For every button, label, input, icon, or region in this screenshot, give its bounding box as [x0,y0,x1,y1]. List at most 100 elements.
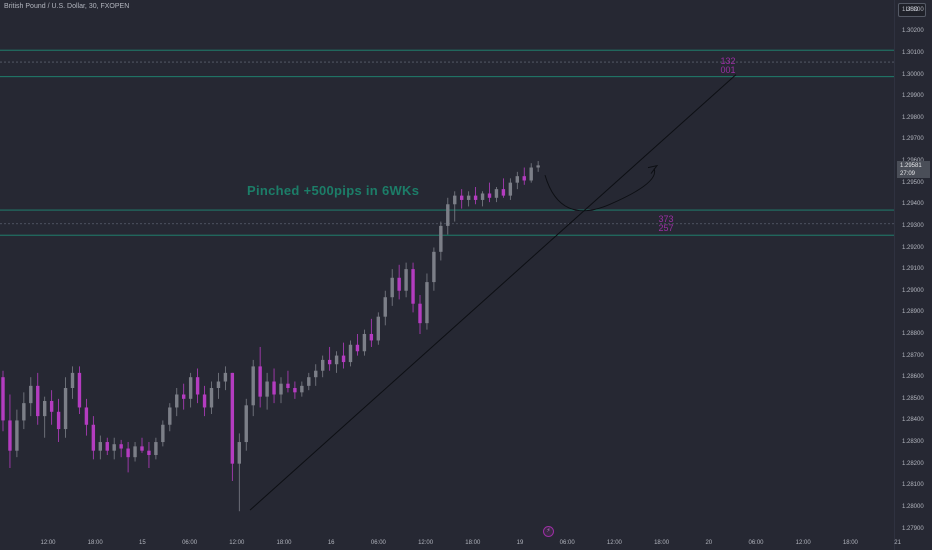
candle-body [126,448,130,458]
candle-body [404,269,408,291]
price-tick-label: 1.28300 [902,439,924,446]
candle [355,333,360,356]
candle-body [133,446,137,458]
upper-zone-label-top: 132 [720,56,736,66]
candle [286,370,290,393]
candle-body [453,195,457,205]
candle [341,342,346,369]
candle [15,409,19,458]
candle-body [432,251,436,283]
candle-body [1,377,5,421]
upper-zone-labels: 132 001 [718,57,738,75]
candle-body [119,444,123,449]
price-tick-label: 1.28400 [902,417,924,424]
candle [112,437,116,460]
projection-arrow[interactable] [544,168,656,212]
time-tick-label: 19 [516,540,524,546]
candle [195,368,200,404]
candle [369,318,374,347]
candle [362,329,367,356]
bar-countdown: 27:09 [900,171,916,177]
price-axis-separator [894,0,895,550]
time-tick-label: 15 [139,540,146,546]
candle-body [36,385,40,417]
candle [494,186,499,203]
candle-body [216,381,221,389]
trendline[interactable] [249,74,737,511]
candle [272,368,276,404]
last-price-tag: 1.29581 27:09 [897,161,930,178]
time-tick-label: 06:00 [559,540,575,546]
time-tick-label: 12:00 [606,540,622,546]
currency-button[interactable]: USD [898,3,926,17]
candle-body [223,372,228,382]
candle-body [501,189,506,196]
candle-body [341,355,346,363]
time-tick-label: 12:00 [40,540,56,546]
price-tick-label: 1.29900 [902,93,924,100]
candle-body [56,411,61,430]
price-tick-label: 1.28600 [902,374,924,381]
price-tick-label: 1.29400 [902,201,924,208]
candle-body [265,381,269,397]
time-tick-label: 18:00 [465,540,481,546]
candle-body [348,344,353,363]
candle-body [188,377,193,399]
candle [508,178,513,200]
price-tick-label: 1.29200 [902,244,924,251]
candle-body [321,359,325,371]
candle-body [487,193,492,198]
candle [265,372,269,410]
candle-body [411,269,415,304]
candle-body [522,176,526,181]
time-tick-label: 18:00 [842,540,858,546]
candle [307,372,311,391]
candle [230,372,235,481]
candle-body [334,355,339,365]
last-price-value: 1.29581 [900,163,922,169]
candle-body [140,446,144,451]
candle-body [362,333,367,352]
candle-body [327,359,332,365]
price-tick-label: 1.29500 [902,179,924,186]
candle [63,377,68,438]
candle [529,163,533,183]
candle-body [376,316,380,341]
price-tick-label: 1.30200 [902,28,924,35]
candle [133,442,137,462]
candle [29,377,33,417]
candlestick-series [1,161,540,512]
drawing-tools[interactable] [249,74,737,511]
candle [383,290,387,326]
candle-body [195,377,200,395]
candle [404,262,408,298]
candle-body [49,400,54,412]
candle-body [182,394,186,399]
chart-title: British Pound / U.S. Dollar, 30, FXOPEN [4,3,130,10]
candle [321,355,325,378]
candle [168,403,172,432]
candle [460,189,464,209]
time-tick-label: 12:00 [418,540,434,546]
candle [425,273,429,330]
candle-body [84,407,89,425]
candle [244,398,248,451]
candle-body [286,383,290,389]
candle-body [383,297,387,317]
candle-body [147,450,151,456]
candle-body [202,394,207,408]
candle-body [175,394,179,408]
candle [487,182,492,203]
candle [56,398,61,443]
time-tick-label: 18:00 [276,540,292,546]
lower-zone-labels: 373 257 [656,215,676,233]
price-tick-label: 1.28000 [902,503,924,510]
price-tick-label: 1.28100 [902,482,924,489]
candle [105,437,109,456]
candle-body [105,442,109,451]
news-event-icon[interactable]: ⚡ [543,526,554,537]
time-tick-label: 12:00 [795,540,811,546]
annotation-text[interactable]: Pinched +500pips in 6WKs [247,183,420,198]
candle-body [508,182,513,196]
